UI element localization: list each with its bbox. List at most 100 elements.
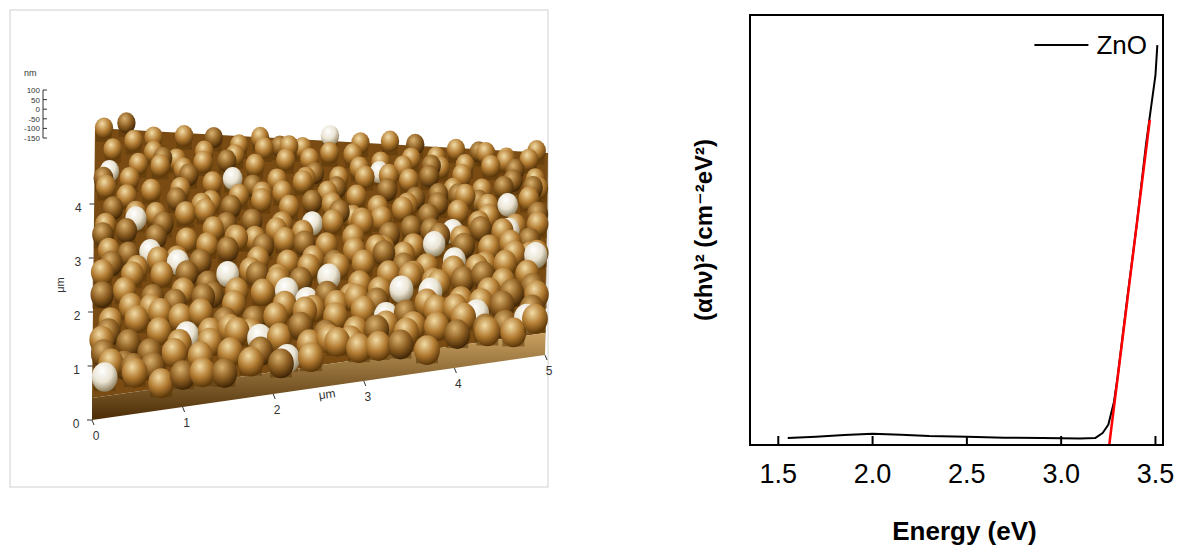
grain bbox=[175, 125, 194, 146]
series-line bbox=[1109, 120, 1150, 445]
legend: ZnO bbox=[1034, 30, 1147, 60]
x-tick-label: 3 bbox=[364, 390, 371, 404]
tauc-panel: 1.5 2.0 2.5 3.0 3.5 Energy (eV) (αhν)² (cm⁻²eV… bbox=[690, 15, 1174, 546]
grain bbox=[92, 362, 118, 392]
grain bbox=[481, 155, 500, 177]
plot-marks bbox=[788, 45, 1158, 445]
grain bbox=[151, 261, 174, 287]
x-tick-label: 2.5 bbox=[948, 459, 986, 489]
x-tick-label: 2.0 bbox=[854, 459, 892, 489]
y-tick-label: 3 bbox=[74, 255, 81, 269]
grain bbox=[444, 319, 470, 349]
x-tick-label: 4 bbox=[455, 377, 462, 391]
x-tick bbox=[1060, 436, 1062, 445]
grain bbox=[497, 193, 518, 217]
afm-panel: 012345μm01234μm100500-50-100-150nm bbox=[10, 10, 553, 487]
grain bbox=[91, 281, 114, 308]
grain bbox=[414, 335, 440, 365]
legend-swatch bbox=[1034, 44, 1088, 46]
grain bbox=[116, 218, 137, 243]
grain bbox=[522, 304, 548, 334]
grain bbox=[246, 154, 265, 176]
y-tick-label: 4 bbox=[75, 201, 82, 215]
x-tick-label: 3.0 bbox=[1042, 459, 1080, 489]
y-tick-label: 0 bbox=[73, 417, 80, 431]
grain bbox=[216, 236, 238, 262]
plot-frame bbox=[750, 15, 1163, 445]
grain bbox=[346, 185, 366, 208]
grain bbox=[141, 179, 161, 202]
grain bbox=[322, 209, 343, 234]
x-tick bbox=[1154, 436, 1156, 445]
z-tick bbox=[43, 128, 47, 129]
z-axis bbox=[43, 90, 44, 138]
grain bbox=[388, 330, 414, 360]
x-tick-label: 5 bbox=[546, 364, 553, 378]
grain bbox=[175, 201, 196, 225]
y-tick-label: 1 bbox=[73, 363, 80, 377]
grain bbox=[150, 154, 170, 177]
z-tick-label: -150 bbox=[24, 134, 41, 143]
grain-texture bbox=[89, 112, 548, 398]
x-axis-title: Energy (eV) bbox=[892, 516, 1037, 546]
grain bbox=[276, 149, 295, 171]
x-tick-label: 0 bbox=[93, 429, 100, 443]
grain bbox=[274, 227, 296, 252]
x-tick bbox=[92, 420, 94, 425]
y-axis-title: μm bbox=[54, 277, 66, 293]
grain bbox=[95, 117, 113, 138]
x-tick-label: 1 bbox=[183, 416, 190, 430]
grain bbox=[298, 342, 324, 372]
grain bbox=[103, 138, 122, 160]
panel-frame bbox=[10, 10, 548, 487]
z-tick bbox=[43, 118, 47, 119]
z-axis-title: nm bbox=[24, 68, 37, 78]
z-tick bbox=[43, 109, 47, 110]
x-tick bbox=[872, 436, 874, 445]
grain bbox=[124, 130, 143, 152]
grain bbox=[389, 276, 413, 304]
grain bbox=[302, 190, 322, 214]
x-tick bbox=[183, 407, 185, 412]
x-tick bbox=[273, 394, 275, 399]
y-axis-title: (αhν)² (cm⁻²eV²) bbox=[690, 139, 717, 321]
x-tick bbox=[966, 436, 968, 445]
grain bbox=[474, 317, 500, 347]
grain bbox=[293, 170, 313, 193]
grain bbox=[320, 142, 339, 164]
x-tick-label: 3.5 bbox=[1137, 459, 1175, 489]
surface-front-face bbox=[92, 333, 545, 420]
y-tick bbox=[89, 258, 94, 259]
y-tick bbox=[89, 204, 94, 205]
grain bbox=[251, 278, 275, 305]
x-tick bbox=[545, 355, 547, 360]
grain bbox=[251, 188, 272, 212]
x-tick-label: 1.5 bbox=[760, 459, 798, 489]
x-tick-label: 2 bbox=[274, 403, 281, 417]
grain bbox=[423, 231, 445, 257]
x-tick bbox=[454, 368, 456, 373]
y-tick-label: 2 bbox=[74, 309, 81, 323]
grain bbox=[268, 349, 294, 379]
y-tick bbox=[88, 366, 93, 367]
z-tick bbox=[43, 99, 47, 100]
grain bbox=[96, 175, 116, 198]
x-axis-title: μm bbox=[318, 386, 337, 402]
series-line bbox=[788, 45, 1158, 438]
grain bbox=[122, 358, 148, 388]
grain bbox=[125, 305, 149, 333]
legend-label: ZnO bbox=[1096, 30, 1147, 60]
x-tick bbox=[777, 436, 779, 445]
z-tick bbox=[43, 138, 47, 139]
grain bbox=[324, 327, 350, 357]
y-tick bbox=[87, 420, 92, 421]
z-tick-label: -50 bbox=[28, 115, 40, 124]
y-tick bbox=[88, 312, 93, 313]
z-tick-label: 100 bbox=[27, 86, 41, 95]
figure: 012345μm01234μm100500-50-100-150nm1.52.0… bbox=[0, 0, 1189, 550]
z-tick-label: 0 bbox=[36, 105, 41, 114]
z-tick bbox=[43, 90, 47, 91]
z-tick-label: 50 bbox=[31, 96, 40, 105]
grain bbox=[212, 358, 238, 388]
grain bbox=[238, 347, 264, 377]
